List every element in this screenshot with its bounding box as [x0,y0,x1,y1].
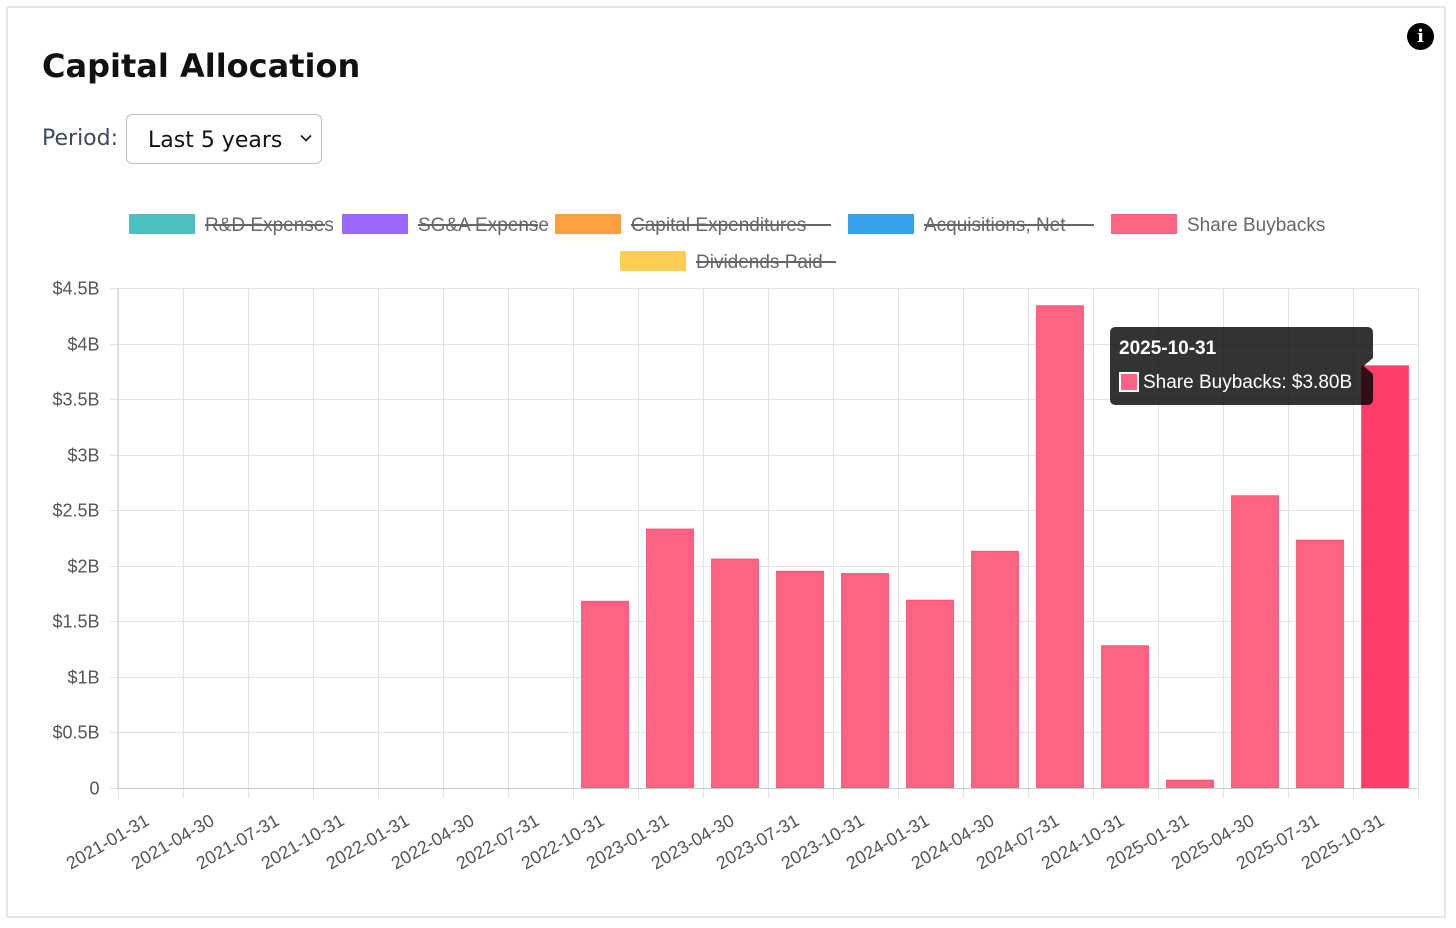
period-selected-value: Last 5 years [148,128,283,153]
period-select[interactable]: Last 5 years [126,114,322,164]
period-label: Period: [42,126,119,151]
page-title: Capital Allocation [42,47,361,85]
info-icon[interactable]: i [1407,23,1434,50]
chevron-down-icon [300,134,312,142]
